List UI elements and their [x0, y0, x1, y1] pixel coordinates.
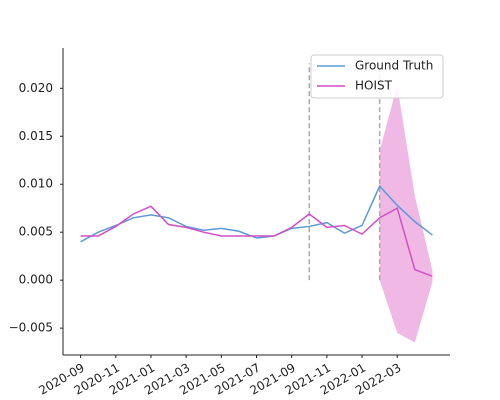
- y-tick-label: 0.020: [19, 81, 53, 95]
- legend-label: Ground Truth: [355, 59, 433, 73]
- legend: Ground Truth HOIST: [310, 54, 444, 99]
- y-tick-label: 0.000: [19, 273, 53, 287]
- y-tick-label: −0.005: [9, 321, 53, 335]
- y-tick-label: 0.015: [19, 129, 53, 143]
- line-series: [80, 184, 433, 243]
- y-tick-label: 0.010: [19, 177, 53, 191]
- line-series: [80, 205, 433, 278]
- y-tick-label: 0.005: [19, 225, 53, 239]
- legend-label: HOIST: [355, 79, 393, 93]
